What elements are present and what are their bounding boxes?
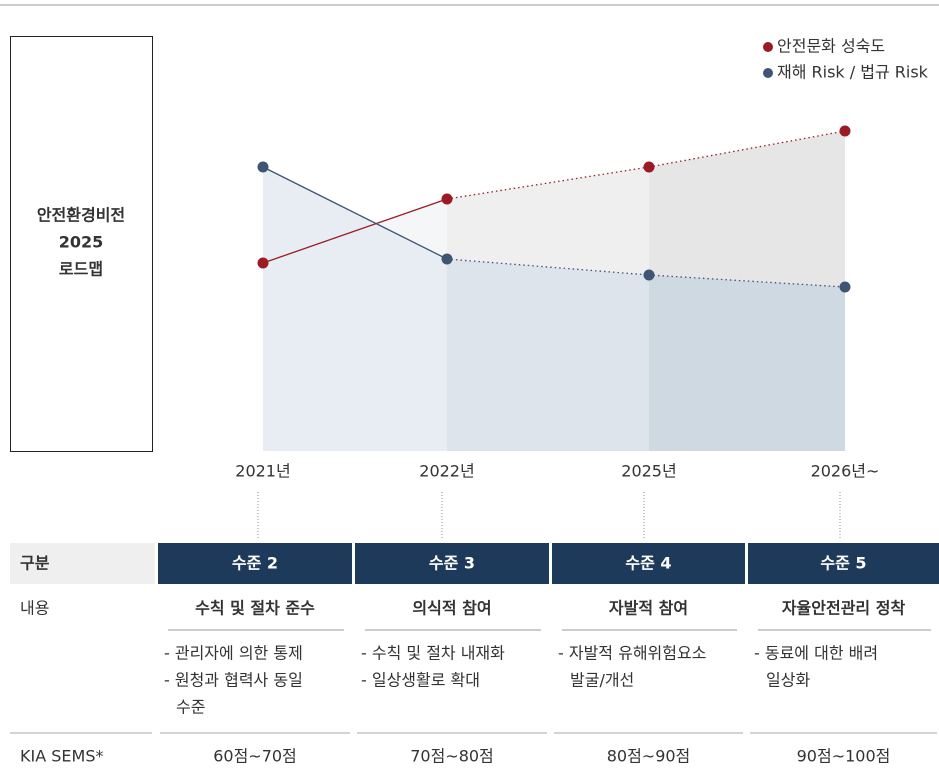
content-title: 자율안전관리 정착 [782,599,906,618]
series-segment [648,274,846,288]
level-cell [355,543,549,584]
content-item: 일상화 [766,671,810,690]
content-title: 수칙 및 절차 준수 [195,599,315,618]
legend-dot [763,42,773,52]
x-tick-label: 2025년 [621,462,676,481]
score: 80점~90점 [607,747,691,766]
content-item: - 일상생활로 확대 [361,671,480,690]
content-item: - 자발적 유해위험요소 [558,644,706,663]
content-item: 발굴/개선 [570,671,634,690]
vision-box [10,36,153,452]
score: 90점~100점 [797,747,891,766]
data-point [441,193,453,205]
content-title: 자발적 참여 [609,599,688,618]
row-label: 내용 [20,599,49,618]
level-cell [552,543,745,584]
header-label: 구분 [20,554,50,573]
data-point [839,125,851,137]
score: 60점~70점 [213,747,297,766]
level-cell [748,543,939,584]
content-item: - 원청과 협력사 동일 [164,671,303,690]
data-point [643,269,655,281]
legend-dot [763,68,773,78]
level-label: 수준 5 [820,554,866,573]
content-title: 의식적 참여 [412,599,491,618]
data-point [839,281,851,293]
area-band [649,275,845,451]
x-tick-label: 2021년 [235,462,290,481]
data-point [643,161,655,173]
series-segment [648,130,846,168]
data-point [441,253,453,265]
level-label: 수준 3 [429,554,475,573]
x-tick-label: 2022년 [419,462,474,481]
level-label: 수준 2 [232,554,278,573]
vision-line: 2025 [59,233,104,252]
x-tick-label: 2026년~ [811,462,880,481]
row-label: KIA SEMS* [20,747,103,766]
content-item: 수준 [176,698,205,717]
legend-label: 재해 Risk / 법규 Risk [777,63,929,82]
legend-label: 안전문화 성숙도 [777,37,885,56]
area-band [447,259,649,451]
series-segment [262,166,448,260]
content-item: - 관리자에 의한 통제 [164,644,303,663]
content-item: - 수칙 및 절차 내재화 [361,644,505,663]
level-cell [158,543,352,584]
vision-line: 로드맵 [59,260,103,279]
data-point [257,257,269,269]
data-point [257,161,269,173]
content-item: - 동료에 대한 배려 [754,644,878,663]
area-band [263,167,447,451]
series-segment [262,198,448,264]
score: 70점~80점 [410,747,494,766]
vision-line: 안전환경비전 [37,206,125,225]
level-label: 수준 4 [625,554,671,573]
header-cell [10,543,155,584]
